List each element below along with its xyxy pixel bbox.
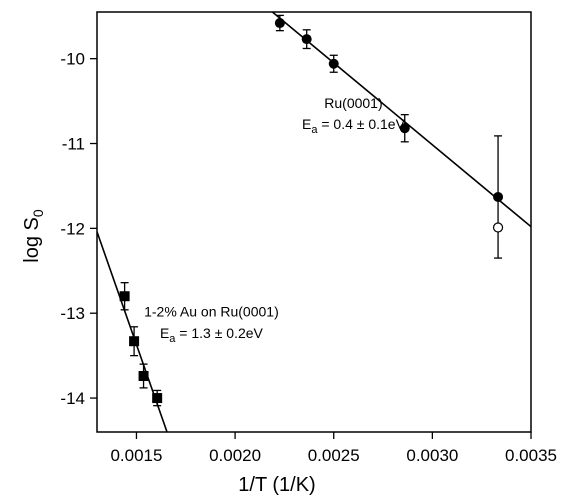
data-point bbox=[119, 291, 130, 302]
y-tick-label: -12 bbox=[60, 219, 85, 238]
data-point bbox=[152, 393, 163, 404]
data-point bbox=[301, 34, 312, 45]
data-points bbox=[119, 18, 504, 404]
annotation-line: Ea = 0.4 ± 0.1eV bbox=[302, 116, 406, 136]
data-point bbox=[492, 222, 504, 233]
y-axis-ticks: -10 -11 -12 -13 -14 bbox=[60, 50, 97, 408]
y-axis-label-sub: 0 bbox=[30, 209, 46, 217]
annotation-line: Ru(0001) bbox=[324, 95, 382, 111]
x-axis-ticks: 0.0015 0.0020 0.0025 0.0030 0.0035 bbox=[110, 432, 557, 465]
error-bars bbox=[120, 14, 503, 407]
data-point bbox=[129, 336, 140, 347]
y-tick-label: -10 bbox=[60, 50, 85, 69]
annotation-line: 1-2% Au on Ru(0001) bbox=[144, 304, 279, 320]
data-point bbox=[493, 191, 504, 202]
data-point bbox=[138, 371, 149, 381]
y-tick-label: -11 bbox=[62, 135, 85, 154]
annotation-value: = 1.3 ± 0.2eV bbox=[175, 325, 263, 341]
y-axis-label: log S0 bbox=[21, 209, 46, 263]
y-axis-label-main: log S bbox=[21, 217, 43, 263]
x-axis-label: 1/T (1/K) bbox=[238, 474, 315, 496]
annotation-line: Ea = 1.3 ± 0.2eV bbox=[160, 325, 264, 345]
x-tick-label: 0.0035 bbox=[505, 446, 557, 465]
x-tick-label: 0.0025 bbox=[308, 446, 360, 465]
annotations: Ru(0001) Ea = 0.4 ± 0.1eV 1-2% Au on Ru(00… bbox=[144, 95, 405, 345]
y-tick-label: -14 bbox=[60, 389, 85, 408]
plot-frame bbox=[96, 11, 532, 433]
annotation-symbol: E bbox=[160, 325, 169, 341]
y-tick-label: -13 bbox=[60, 304, 85, 323]
x-tick-label: 0.0015 bbox=[110, 446, 162, 465]
fit-line bbox=[271, 12, 531, 228]
data-point bbox=[274, 18, 285, 29]
data-point bbox=[399, 123, 410, 134]
x-tick-label: 0.0030 bbox=[406, 446, 458, 465]
data-point bbox=[328, 58, 339, 69]
annotation-symbol: E bbox=[302, 116, 311, 132]
x-tick-label: 0.0020 bbox=[209, 446, 261, 465]
fit-lines bbox=[97, 12, 531, 432]
annotation-value: = 0.4 ± 0.1eV bbox=[317, 116, 405, 132]
annotation-subscript: a bbox=[311, 124, 318, 136]
annotation-subscript: a bbox=[169, 333, 176, 345]
